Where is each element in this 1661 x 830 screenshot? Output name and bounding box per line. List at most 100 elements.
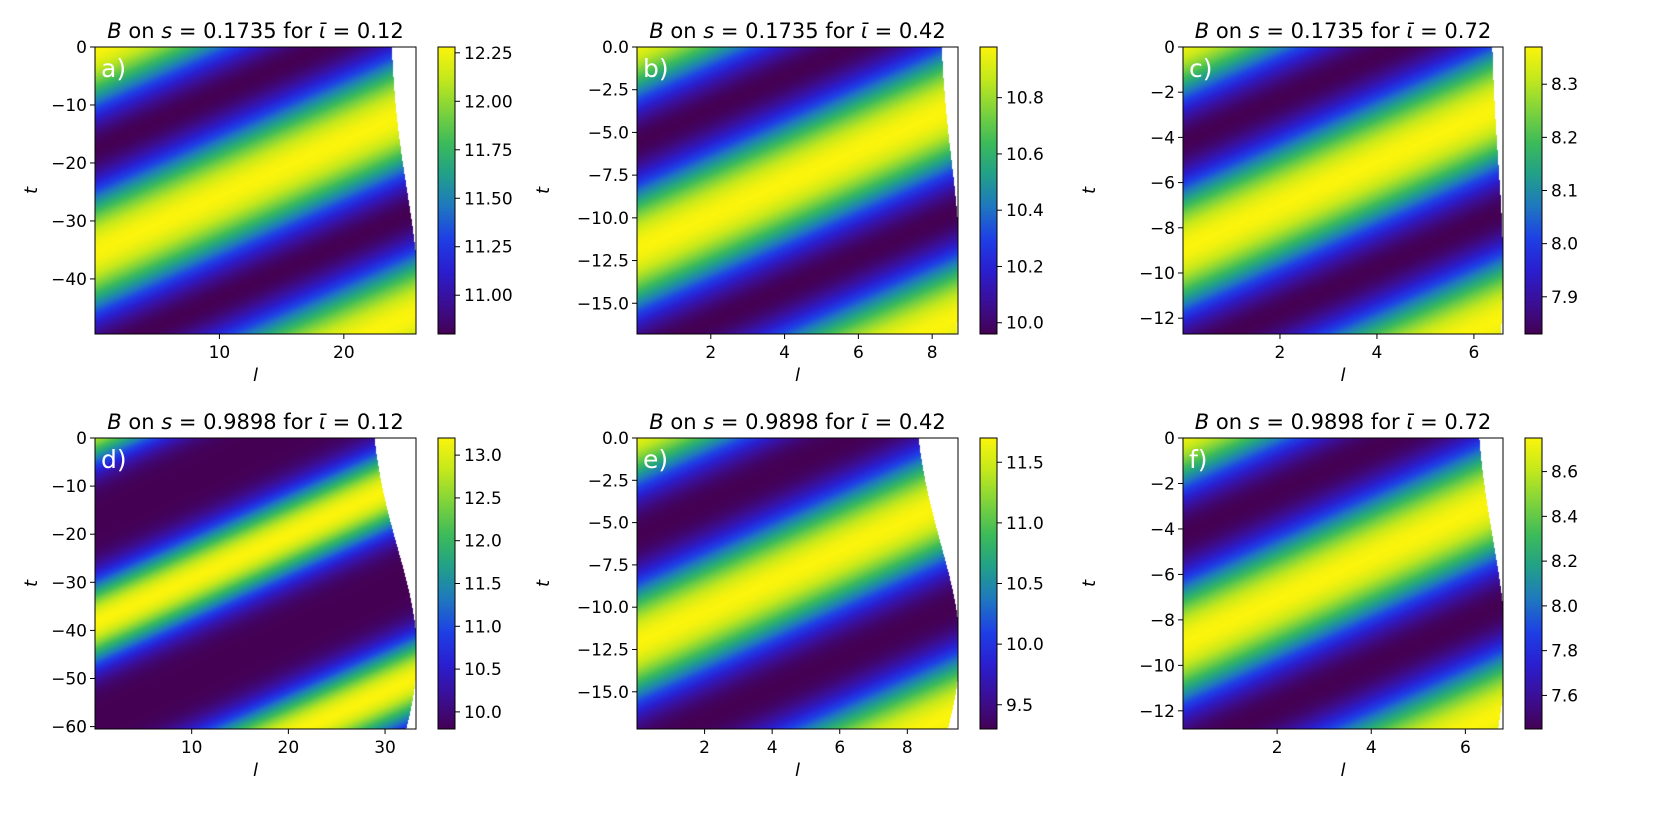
title-part-s-val: 0.1735 xyxy=(203,19,276,43)
x-tick-label: 30 xyxy=(374,738,396,758)
heatmap-image xyxy=(95,47,416,334)
x-tick-label: 8 xyxy=(902,738,913,758)
title-part-s-val: 0.1735 xyxy=(1291,19,1364,43)
x-tick-label: 2 xyxy=(705,343,716,363)
colorbar-frame xyxy=(437,46,456,335)
title-part-for: for xyxy=(277,410,319,434)
y-axis-label: t xyxy=(1079,579,1100,587)
panel-e: B on s = 0.9898 for ῑ = 0.42 e) 2 4 6 8 0.0 −2.… xyxy=(533,410,1044,781)
title-part-s-val: 0.9898 xyxy=(1291,410,1364,434)
title-part-on: on xyxy=(664,19,704,43)
y-axis-label: t xyxy=(21,579,42,587)
panel-label: c) xyxy=(1189,54,1213,83)
title-part-var: B xyxy=(649,19,663,43)
heatmap-image xyxy=(95,438,416,729)
x-tick-label: 2 xyxy=(1272,738,1283,758)
colorbar-frame xyxy=(1524,437,1543,730)
title-part-eq: = xyxy=(1260,19,1291,43)
title-part-for: for xyxy=(819,19,861,43)
title-part-s-sym: s xyxy=(703,410,714,434)
panel-f: B on s = 0.9898 for ῑ = 0.72 f) 2 4 6 0 −2 −4 −6… xyxy=(1079,410,1578,781)
y-tick-label: 0.0 xyxy=(602,38,629,58)
y-tick-label: −50 xyxy=(51,669,87,689)
y-tick-label: −2 xyxy=(1150,83,1175,103)
colorbar-tick-label: 11.00 xyxy=(464,286,513,306)
x-tick-label: 20 xyxy=(278,738,300,758)
x-tick-label: 4 xyxy=(1366,738,1377,758)
y-axis-label: t xyxy=(21,186,42,194)
x-tick-label: 2 xyxy=(1275,343,1286,363)
plot-frame xyxy=(1182,46,1504,335)
y-tick-label: −6 xyxy=(1150,565,1175,585)
y-tick-label: −7.5 xyxy=(588,556,629,576)
x-axis-label: l xyxy=(795,365,800,386)
colorbar-tick-label: 12.5 xyxy=(464,489,502,509)
colorbar-tick-label: 12.00 xyxy=(464,92,513,112)
plot-frame xyxy=(1182,437,1504,730)
y-axis-label: t xyxy=(533,579,554,587)
x-tick-label: 8 xyxy=(927,343,938,363)
title-part-var: B xyxy=(107,410,121,434)
y-tick-label: −2.5 xyxy=(588,471,629,491)
chart-title: B on s = 0.9898 for ῑ = 0.42 xyxy=(649,410,945,434)
y-tick-label: 0 xyxy=(1164,429,1175,449)
y-tick-label: −10.0 xyxy=(577,598,629,618)
title-part-iota-val: 0.12 xyxy=(357,410,404,434)
panel-c: B on s = 0.1735 for ῑ = 0.72 c) 2 4 6 0 −2 −4 −6… xyxy=(1079,19,1578,386)
y-tick-label: −7.5 xyxy=(588,166,629,186)
title-part-eq: = xyxy=(868,19,899,43)
colorbar-gradient xyxy=(1525,438,1542,729)
colorbar-tick-label: 10.6 xyxy=(1006,145,1044,165)
title-part-eq: = xyxy=(1260,410,1291,434)
colorbar-tick-label: 11.75 xyxy=(464,141,513,161)
plot-frame xyxy=(94,437,417,730)
chart-title: B on s = 0.9898 for ῑ = 0.12 xyxy=(107,410,403,434)
title-part-on: on xyxy=(664,410,704,434)
y-tick-label: −10 xyxy=(1139,264,1175,284)
colorbar-tick-label: 13.0 xyxy=(464,446,502,466)
title-part-s-sym: s xyxy=(161,410,172,434)
x-tick-label: 6 xyxy=(1468,343,1479,363)
title-part-iota-sym: ῑ xyxy=(1406,410,1414,434)
colorbar-tick-label: 11.25 xyxy=(464,238,513,258)
colorbar-gradient xyxy=(980,47,997,334)
plot-frame xyxy=(636,46,959,335)
x-tick-label: 6 xyxy=(853,343,864,363)
x-axis-label: l xyxy=(795,760,800,781)
title-part-iota-sym: ῑ xyxy=(861,410,869,434)
title-part-s-val: 0.9898 xyxy=(745,410,818,434)
chart-title: B on s = 0.1735 for ῑ = 0.72 xyxy=(1195,19,1491,43)
panel-label: f) xyxy=(1189,445,1208,474)
y-tick-label: −10 xyxy=(51,96,87,116)
colorbar-tick-label: 10.0 xyxy=(1006,635,1044,655)
y-tick-label: −10 xyxy=(1139,656,1175,676)
colorbar-gradient xyxy=(1525,47,1542,334)
colorbar-frame xyxy=(979,46,998,335)
colorbar-gradient xyxy=(438,47,455,334)
title-part-var: B xyxy=(649,410,663,434)
panel-label: d) xyxy=(101,445,127,474)
title-part-eq: = xyxy=(868,410,899,434)
x-tick-label: 10 xyxy=(181,738,203,758)
title-part-eq: = xyxy=(1413,410,1444,434)
plot-frame xyxy=(94,46,417,335)
title-part-for: for xyxy=(819,410,861,434)
y-tick-label: −40 xyxy=(51,621,87,641)
y-tick-label: 0.0 xyxy=(602,429,629,449)
title-part-s-sym: s xyxy=(703,19,714,43)
title-part-on: on xyxy=(1209,410,1249,434)
title-part-eq: = xyxy=(326,410,357,434)
colorbar-tick-label: 10.0 xyxy=(464,703,502,723)
title-part-iota-val: 0.72 xyxy=(1444,410,1491,434)
y-tick-label: −60 xyxy=(51,718,87,738)
title-part-s-sym: s xyxy=(1249,19,1260,43)
y-tick-label: 0 xyxy=(76,429,87,449)
y-tick-label: −10.0 xyxy=(577,209,629,229)
title-part-eq: = xyxy=(326,19,357,43)
heatmap-image xyxy=(1183,47,1503,334)
title-part-on: on xyxy=(122,410,162,434)
title-part-var: B xyxy=(1195,19,1209,43)
y-tick-label: −30 xyxy=(51,573,87,593)
y-tick-label: −30 xyxy=(51,212,87,232)
